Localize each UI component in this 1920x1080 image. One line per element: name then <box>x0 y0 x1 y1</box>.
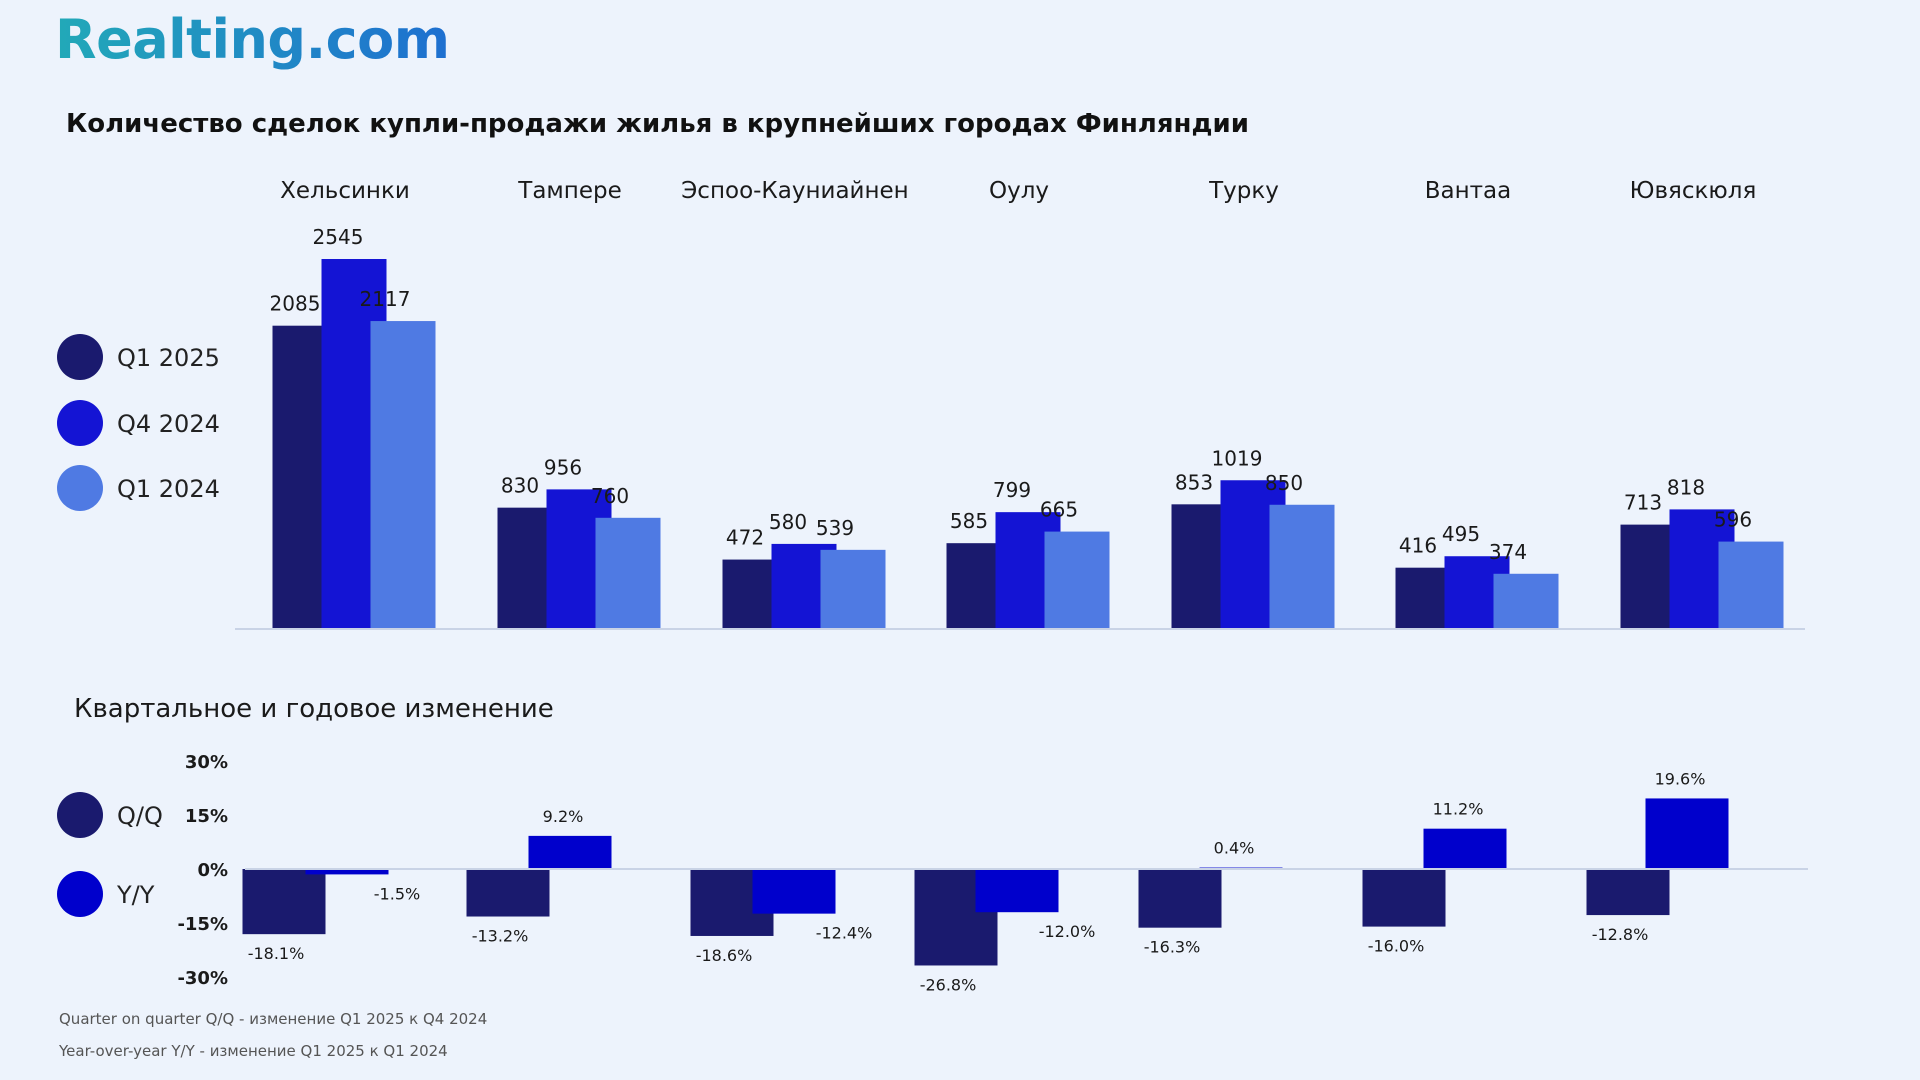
change-value-c4-s1: -26.8% <box>920 975 977 994</box>
bar-value-c5-s2: 1019 <box>1212 446 1263 470</box>
bar-value-c2-s2: 956 <box>544 455 582 479</box>
category-label-c5: Турку <box>1208 178 1279 204</box>
change-value-c5-s1: -16.3% <box>1144 938 1201 957</box>
change-value-c2-s2: 9.2% <box>543 807 584 826</box>
bar-value-c4-s3: 665 <box>1040 498 1078 522</box>
change-bar-c1-s2 <box>305 869 389 875</box>
change-legend-swatch-s2 <box>57 871 103 917</box>
change-value-c2-s1: -13.2% <box>472 927 529 946</box>
bar-value-c7-s3: 596 <box>1714 508 1752 532</box>
bar-value-c3-s2: 580 <box>769 510 807 534</box>
bar-value-c5-s3: 850 <box>1265 471 1303 495</box>
change-bar-c4-s2 <box>975 869 1059 913</box>
legend-swatch-s3 <box>57 465 103 511</box>
bar-value-c7-s1: 713 <box>1624 491 1662 515</box>
change-bar-chart: 30% 15% 0% -15% -30% -18.1% -13.2% -18.6% -26.8%… <box>57 752 1808 994</box>
y-tick-3: 0% <box>197 860 228 881</box>
category-label-c7: Ювяскюля <box>1630 178 1757 204</box>
change-value-c7-s2: 19.6% <box>1655 769 1706 788</box>
bar-c7-s3 <box>1718 541 1784 628</box>
legend-label-s1: Q1 2025 <box>117 344 220 372</box>
y-tick-2: 15% <box>185 806 228 827</box>
change-value-c7-s1: -12.8% <box>1592 925 1649 944</box>
category-label-c6: Вантаа <box>1425 178 1512 204</box>
change-chart-title: Квартальное и годовое изменение <box>74 694 554 724</box>
change-value-c6-s1: -16.0% <box>1368 937 1425 956</box>
bar-c2-s3 <box>595 517 661 628</box>
change-value-c1-s2: -1.5% <box>374 884 420 903</box>
legend-label-s2: Q4 2024 <box>117 410 220 438</box>
category-label-c1: Хельсинки <box>280 178 410 204</box>
category-label-c4: Оулу <box>989 178 1049 204</box>
change-bar-c2-s2 <box>528 835 612 869</box>
change-bar-c7-s1 <box>1586 869 1670 916</box>
change-bar-c1-s1 <box>242 869 326 935</box>
note-yy: Year-over-year Y/Y - изменение Q1 2025 к… <box>58 1042 448 1060</box>
change-value-c4-s2: -12.0% <box>1039 922 1096 941</box>
bar-value-c4-s2: 799 <box>993 478 1031 502</box>
change-legend-swatch-s1 <box>57 792 103 838</box>
change-value-c3-s2: -12.4% <box>816 924 873 943</box>
change-legend-label-s1: Q/Q <box>117 802 163 830</box>
y-tick-5: -30% <box>177 968 228 989</box>
bar-value-c6-s3: 374 <box>1489 540 1527 564</box>
change-bar-c6-s2 <box>1423 828 1507 869</box>
change-value-c3-s1: -18.6% <box>696 946 753 965</box>
brand-logo: Realting.com <box>55 8 449 71</box>
y-tick-1: 30% <box>185 752 228 773</box>
bar-value-c3-s1: 472 <box>726 526 764 550</box>
bar-value-c6-s2: 495 <box>1442 522 1480 546</box>
bar-value-c5-s1: 853 <box>1175 470 1213 494</box>
bar-value-c1-s1: 2085 <box>270 292 321 316</box>
bar-value-c2-s3: 760 <box>591 484 629 508</box>
category-label-c2: Тампере <box>517 178 621 204</box>
main-bar-chart: Хельсинки Тампере Эспоо-Кауниайнен Оулу Турк… <box>57 178 1805 630</box>
bar-c6-s3 <box>1493 573 1559 628</box>
y-tick-4: -15% <box>177 914 228 935</box>
bar-c3-s3 <box>820 549 886 628</box>
legend-label-s3: Q1 2024 <box>117 475 220 503</box>
legend-swatch-s2 <box>57 400 103 446</box>
bar-c1-s3 <box>370 321 436 628</box>
main-chart-title: Количество сделок купли-продажи жилья в … <box>66 109 1249 139</box>
change-bar-c2-s1 <box>466 869 550 917</box>
bar-value-c2-s1: 830 <box>501 474 539 498</box>
change-bar-c3-s2 <box>752 869 836 914</box>
change-legend-label-s2: Y/Y <box>116 881 155 909</box>
bar-value-c6-s1: 416 <box>1399 534 1437 558</box>
bar-c5-s3 <box>1269 504 1335 628</box>
bar-value-c7-s2: 818 <box>1667 475 1705 499</box>
change-value-c1-s1: -18.1% <box>248 944 305 963</box>
change-value-c6-s2: 11.2% <box>1433 800 1484 819</box>
change-bar-c5-s1 <box>1138 869 1222 928</box>
change-bar-c6-s1 <box>1362 869 1446 927</box>
bar-value-c1-s3: 2117 <box>360 287 411 311</box>
bar-c4-s3 <box>1044 531 1110 628</box>
change-bar-c7-s2 <box>1645 798 1729 869</box>
note-qq: Quarter on quarter Q/Q - изменение Q1 20… <box>59 1010 487 1028</box>
bar-value-c4-s1: 585 <box>950 509 988 533</box>
bar-value-c1-s2: 2545 <box>313 225 364 249</box>
change-value-c5-s2: 0.4% <box>1214 839 1255 858</box>
category-label-c3: Эспоо-Кауниайнен <box>681 178 908 204</box>
legend-swatch-s1 <box>57 334 103 380</box>
bar-value-c3-s3: 539 <box>816 516 854 540</box>
